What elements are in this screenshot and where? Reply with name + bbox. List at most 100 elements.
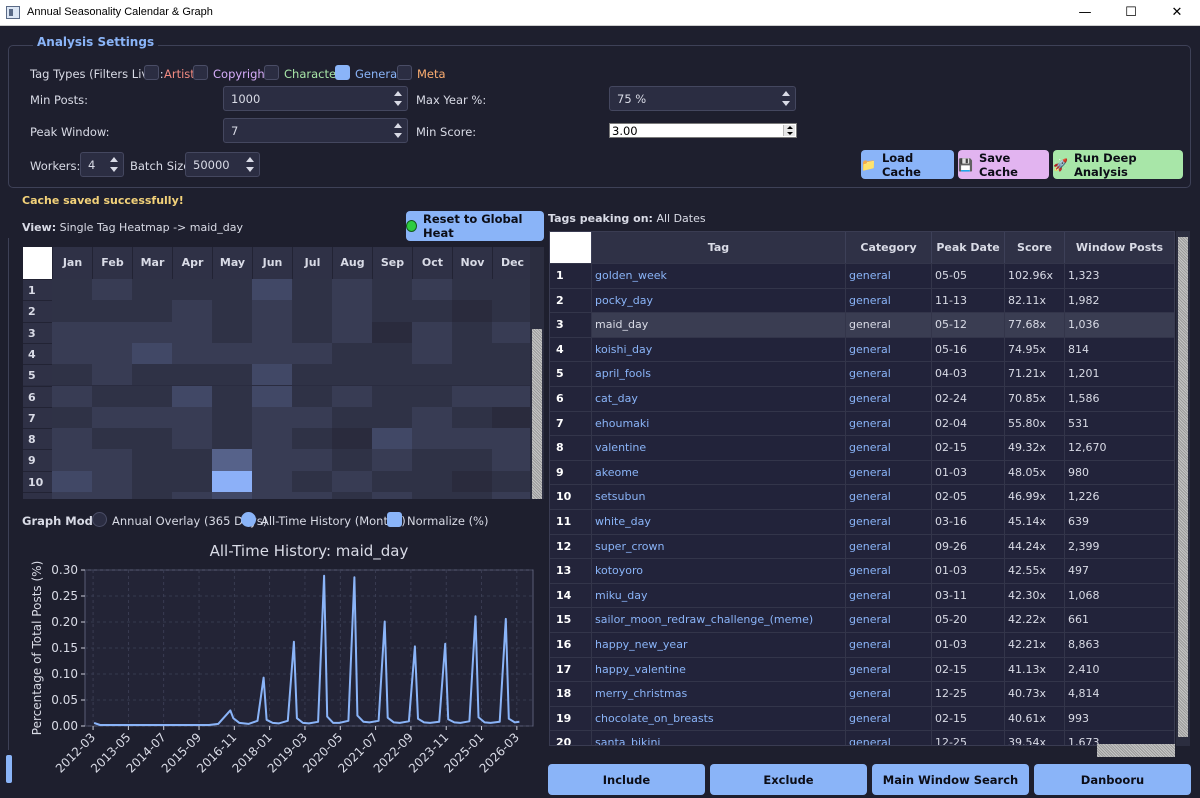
heatmap-cell[interactable] (92, 470, 132, 492)
batch-size-spinbox[interactable]: 50000 (185, 152, 260, 177)
spin-arrows-icon[interactable] (244, 155, 256, 174)
heatmap-cell[interactable] (52, 428, 92, 450)
heatmap-cell[interactable] (292, 449, 332, 471)
month-header[interactable]: Sep (372, 247, 412, 279)
tag-type-meta-checkbox[interactable] (397, 65, 412, 80)
heatmap-cell[interactable] (452, 279, 492, 301)
heatmap-cell[interactable] (492, 279, 532, 301)
reset-global-heat-button[interactable]: Reset to Global Heat (406, 211, 544, 241)
heatmap-cell[interactable] (52, 321, 92, 343)
danbooru-button[interactable]: Danbooru (1034, 764, 1191, 795)
save-cache-button[interactable]: 💾 Save Cache (958, 150, 1049, 179)
heatmap-cell[interactable] (492, 300, 532, 322)
heatmap-cell[interactable] (492, 406, 532, 429)
heatmap-cell[interactable] (332, 492, 372, 499)
heatmap-cell[interactable] (332, 321, 372, 343)
table-horizontal-scrollbar[interactable] (1097, 744, 1175, 757)
heatmap-cell[interactable] (292, 470, 332, 492)
heatmap-cell[interactable] (292, 406, 332, 429)
heatmap-cell[interactable] (372, 449, 412, 471)
heatmap-cell[interactable] (252, 364, 292, 386)
heatmap-cell[interactable] (332, 406, 372, 429)
heatmap-cell[interactable] (172, 300, 212, 322)
heatmap-cell[interactable] (292, 385, 332, 407)
heatmap-cell[interactable] (212, 342, 252, 365)
month-header[interactable]: Mar (132, 247, 172, 279)
month-header[interactable]: May (212, 247, 252, 279)
heatmap-cell[interactable] (132, 406, 172, 429)
spin-arrows-icon[interactable] (108, 155, 120, 174)
heatmap-cell[interactable] (492, 470, 532, 492)
heatmap-cell[interactable] (132, 300, 172, 322)
heatmap-cell[interactable] (452, 449, 492, 471)
normalize-checkbox[interactable] (387, 512, 402, 527)
heatmap-cell[interactable] (212, 364, 252, 386)
heatmap-cell[interactable] (332, 449, 372, 471)
heatmap-cell[interactable] (92, 321, 132, 343)
heatmap-cell[interactable] (52, 279, 92, 301)
heatmap-scrollbar-thumb[interactable] (532, 329, 542, 499)
tag-type-artist-checkbox[interactable] (144, 65, 159, 80)
column-header[interactable]: Score (1004, 232, 1064, 263)
include-button[interactable]: Include (548, 764, 705, 795)
table-row[interactable]: 20santa_bikinigeneral12-2539.54x1,6736.0… (550, 730, 1174, 745)
heatmap-cell[interactable] (172, 449, 212, 471)
heatmap-cell[interactable] (252, 300, 292, 322)
heatmap-cell[interactable] (372, 385, 412, 407)
main-window-search-button[interactable]: Main Window Search (872, 764, 1029, 795)
heatmap-cell[interactable] (372, 406, 412, 429)
heatmap-cell[interactable] (412, 470, 452, 492)
min-posts-spinbox[interactable]: 1000 (223, 86, 408, 111)
month-header[interactable]: Nov (452, 247, 492, 279)
column-header[interactable]: Tag (591, 232, 845, 263)
table-row[interactable]: 19 chocolate_on_breasts general 02-15 40.61x… (550, 705, 1174, 731)
heatmap-cell[interactable] (172, 342, 212, 365)
heatmap-cell[interactable] (412, 449, 452, 471)
heatmap-cell[interactable] (212, 449, 252, 471)
heatmap-cell[interactable] (372, 321, 412, 343)
tag-type-copyright-checkbox[interactable] (193, 65, 208, 80)
heatmap-cell[interactable] (212, 279, 252, 301)
heatmap-cell[interactable] (292, 492, 332, 499)
heatmap-cell[interactable] (372, 470, 412, 492)
heatmap-cell[interactable] (172, 321, 212, 343)
heatmap-cell[interactable] (92, 385, 132, 407)
table-row[interactable]: 18 merry_christmas general 12-25 40.73x 4,814… (550, 681, 1174, 707)
heatmap-cell[interactable] (452, 492, 492, 499)
peak-window-spinbox[interactable]: 7 (223, 118, 408, 143)
heatmap-cell[interactable] (452, 300, 492, 322)
heatmap-cell[interactable] (172, 385, 212, 407)
heatmap-cell[interactable] (132, 428, 172, 450)
heatmap-cell[interactable] (332, 279, 372, 301)
heatmap-cell[interactable] (252, 406, 292, 429)
heatmap-cell[interactable] (332, 300, 372, 322)
heatmap-cell[interactable] (372, 364, 412, 386)
heatmap-cell[interactable] (292, 364, 332, 386)
heatmap-cell[interactable] (292, 300, 332, 322)
month-header[interactable]: Feb (92, 247, 132, 279)
heatmap-cell[interactable] (92, 279, 132, 301)
heatmap-cell[interactable] (412, 406, 452, 429)
spin-arrows-icon[interactable] (783, 125, 795, 136)
heatmap-cell[interactable] (172, 364, 212, 386)
heatmap-cell[interactable] (452, 406, 492, 429)
heatmap-cell[interactable] (492, 449, 532, 471)
annual-overlay-radio[interactable] (92, 512, 107, 527)
min-score-spinbox[interactable]: 3.00 (609, 123, 797, 138)
heatmap-grid[interactable]: Jan Feb Mar Apr May Jun Jul Aug Sep Oct Nov Dec 1 2 3 4… (23, 247, 544, 499)
heatmap-cell[interactable] (132, 470, 172, 492)
heatmap-cell[interactable] (52, 449, 92, 471)
heatmap-cell[interactable] (252, 449, 292, 471)
table-row[interactable]: 16happy_new_yeargeneral01-0342.21x8,8633… (550, 632, 1174, 657)
heatmap-cell[interactable] (452, 364, 492, 386)
month-header[interactable]: Oct (412, 247, 452, 279)
heatmap-cell[interactable] (292, 342, 332, 365)
heatmap-cell[interactable] (332, 385, 372, 407)
